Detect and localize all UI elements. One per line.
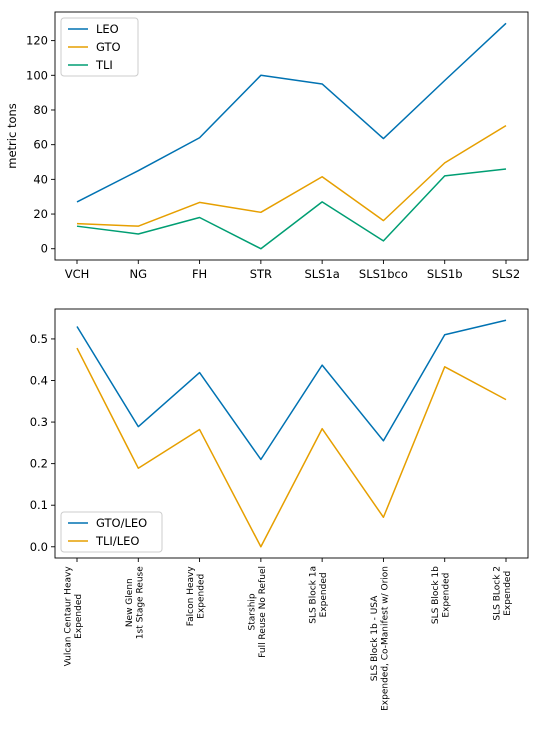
y-tick-label: 40 xyxy=(33,172,48,186)
x-tick-label-line: Expended xyxy=(197,574,207,619)
y-tick-label: 0.2 xyxy=(30,457,48,471)
legend-box xyxy=(60,17,139,77)
y-tick-label: 100 xyxy=(26,68,48,82)
legend-entry: GTO/LEO xyxy=(96,516,147,530)
x-tick-label-line: Falcon Heavy xyxy=(186,566,196,627)
y-tick-label: 20 xyxy=(33,207,48,221)
axes-frame xyxy=(54,308,529,559)
x-tick-label-line: Expended xyxy=(74,594,84,639)
x-tick-label-line: SLS Block 1a xyxy=(309,566,319,624)
x-tick-label: SLS1a xyxy=(304,267,339,281)
x-tick-label: SLS Block 1bExpended xyxy=(431,566,452,624)
legend-box xyxy=(60,511,163,553)
x-tick-label-line: Expended xyxy=(503,571,513,616)
y-tick-label: 0.5 xyxy=(30,332,48,346)
x-tick-label-line: Vulcan Centaur Heavy xyxy=(64,566,74,667)
y-tick-label: 0.1 xyxy=(30,498,48,512)
x-tick-label: NG xyxy=(130,267,148,281)
series-line-gto-leo xyxy=(76,319,507,461)
x-tick-label-line: Expended, Co-Manifest w/ Orion xyxy=(380,566,390,711)
x-tick-label-line: Full Reuse No Refuel xyxy=(258,566,268,658)
x-tick-label: STR xyxy=(250,267,272,281)
legend: GTO/LEO TLI/LEO xyxy=(60,511,163,553)
y-tick-label: 0.0 xyxy=(30,540,48,554)
x-tick-label: Vulcan Centaur HeavyExpended xyxy=(64,566,85,667)
axes-frame xyxy=(54,11,529,261)
y-tick-label: 120 xyxy=(26,34,48,48)
legend-entry: TLI/LEO xyxy=(95,534,139,548)
x-tick-label: SLS1bco xyxy=(359,267,408,281)
series-line-gto xyxy=(76,124,507,227)
x-tick-label: New Glenn1st Stage Reuse xyxy=(125,566,146,639)
y-axis-label: metric tons xyxy=(5,103,19,169)
x-tick-label-line: Expended xyxy=(442,573,452,618)
x-tick-label: StarshipFull Reuse No Refuel xyxy=(247,566,268,658)
x-tick-label: SLS Block 1b - USAExpended, Co-Manifest … xyxy=(370,566,391,711)
x-tick-label-line: New Glenn xyxy=(125,578,135,627)
y-tick-label: 60 xyxy=(33,138,48,152)
chart-payload-mass: 0 20 40 60 80 100 120 VCH NG FH STR SLS1a SLS1bco SLS… xyxy=(5,11,529,281)
x-tick-label: SLS Block 1aExpended xyxy=(309,566,330,624)
x-tick-label-line: Expended xyxy=(319,572,329,617)
x-tick-label-line: 1st Stage Reuse xyxy=(135,566,145,639)
series-line-leo xyxy=(76,22,507,203)
x-tick-label-line: SLS Block 1b xyxy=(431,566,441,624)
legend-entry: LEO xyxy=(96,22,119,36)
x-tick-label-line: SLS Block 1b - USA xyxy=(370,595,380,681)
x-tick-label: SLS BLock 2Expended xyxy=(493,566,514,621)
x-tick-label: SLS1b xyxy=(427,267,463,281)
x-tick-label: Falcon HeavyExpended xyxy=(186,566,207,627)
x-tick-label: VCH xyxy=(65,267,90,281)
x-tick-label-line: SLS BLock 2 xyxy=(493,566,503,621)
y-tick-label: 0.4 xyxy=(30,373,48,387)
y-tick-label: 0.3 xyxy=(30,415,48,429)
y-tick-label: 80 xyxy=(33,103,48,117)
legend: LEO GTO TLI xyxy=(60,17,139,77)
x-tick-label: FH xyxy=(192,267,207,281)
x-tick-label: SLS2 xyxy=(492,267,520,281)
y-tick-label: 0 xyxy=(41,242,48,256)
series-line-tli xyxy=(76,168,507,250)
legend-entry: TLI xyxy=(95,58,113,72)
legend-entry: GTO xyxy=(96,40,121,54)
series-line-tli-leo xyxy=(76,347,507,548)
x-tick-label-line: Starship xyxy=(247,593,257,630)
